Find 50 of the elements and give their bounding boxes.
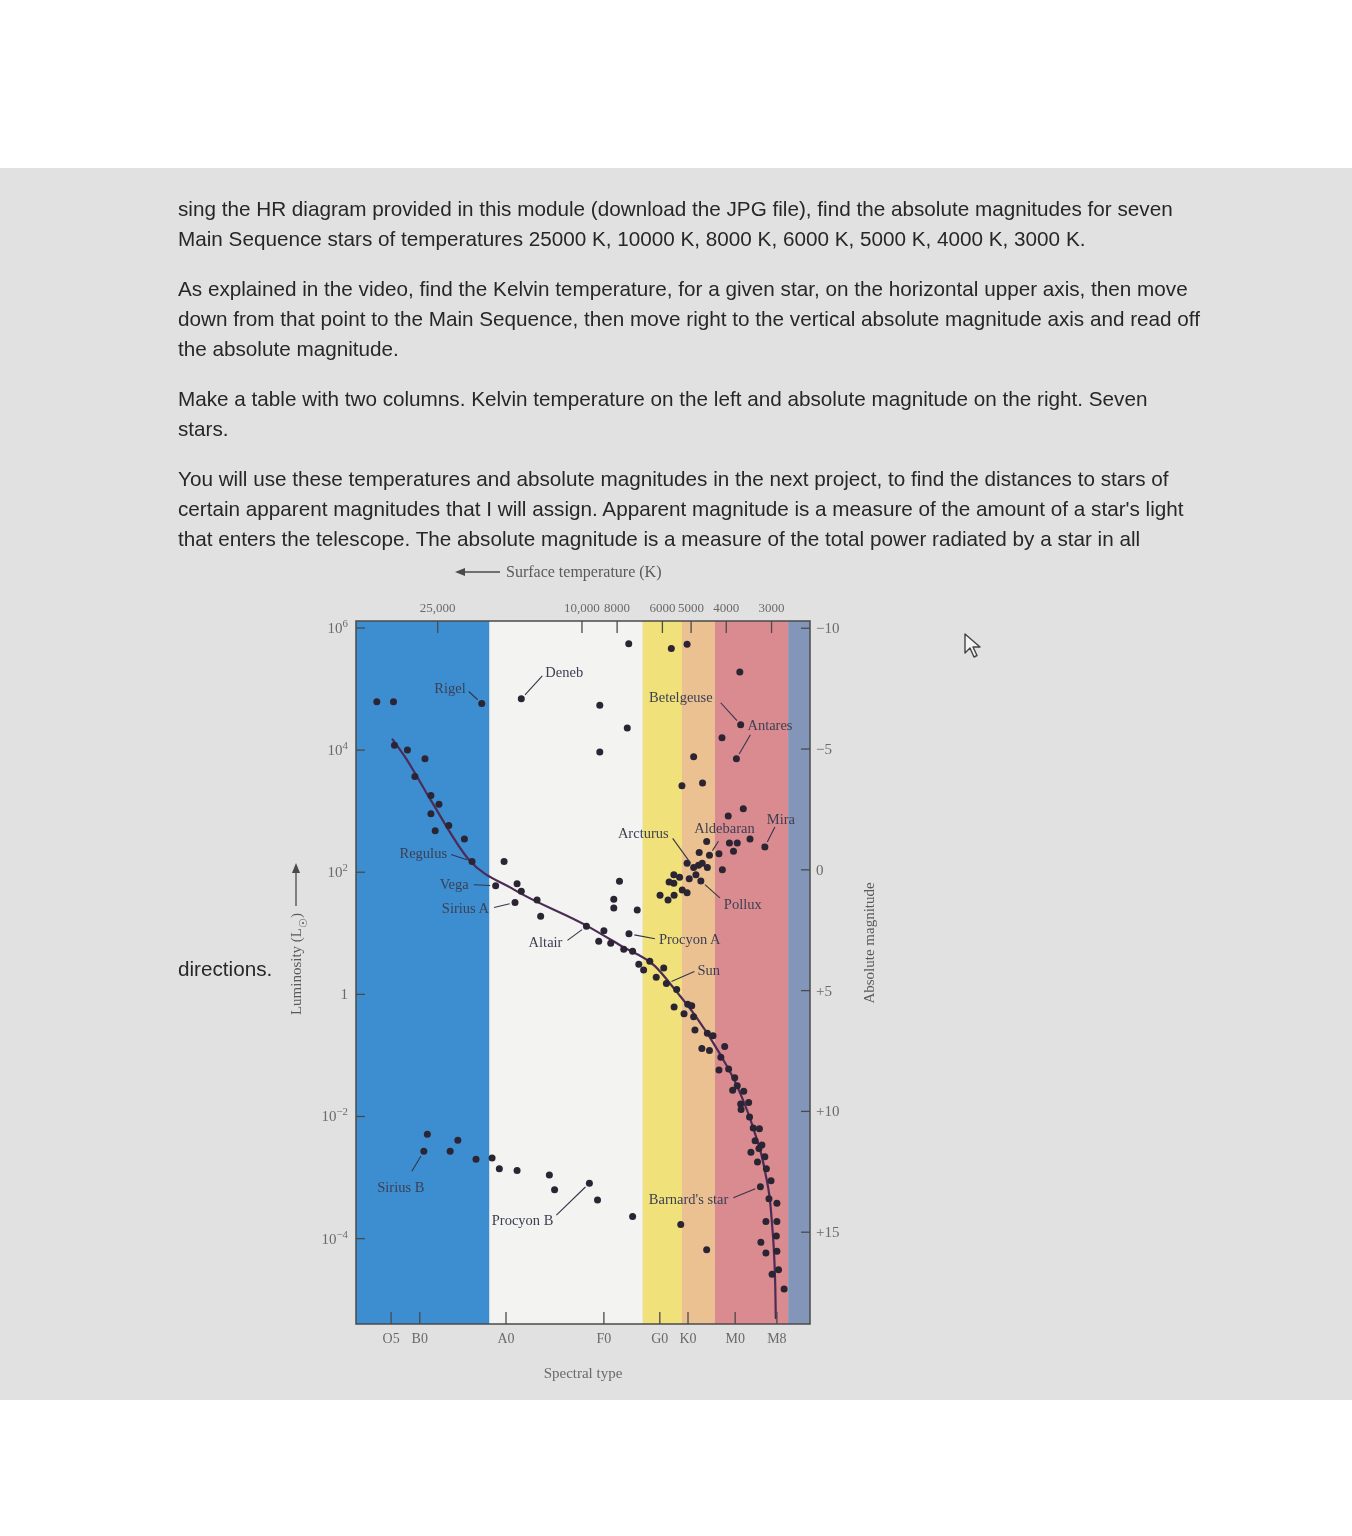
- annotation: Pollux: [723, 895, 763, 912]
- x2-axis-title: Spectral type: [543, 1365, 623, 1381]
- annotation: Aldebaran: [694, 820, 756, 837]
- y2-tick-label: −10: [816, 620, 840, 637]
- y2-tick-label: −5: [816, 741, 833, 758]
- annotation: Arcturus: [617, 825, 670, 842]
- y-tick-label: 10$^{−2}$: [321, 1105, 349, 1125]
- annotation: Sirius A: [441, 900, 490, 917]
- annotation: Procyon B: [491, 1212, 554, 1229]
- text: Make a table with two columns. Kelvin temperature on the left and absolute magnitude on the right. Seven stars.: [178, 386, 1149, 442]
- annotation: Barnard's star: [648, 1190, 729, 1207]
- x-tick-label: 8000: [604, 600, 631, 615]
- text: K0: [679, 1331, 697, 1346]
- text: F0: [596, 1331, 612, 1346]
- y2-tick-label: +5: [816, 982, 833, 999]
- text: sing the HR diagram provided in this module (download the JPG file), find the absolute magnitudes for seven Main Sequence stars of temperatures 25000 K, 10000 K, 8000 K, 6000 K, 5000 K, 4000 K, 3000 K.: [178, 196, 1174, 252]
- annotation: Procyon A: [659, 930, 722, 947]
- x-tick-label: 25,000: [419, 600, 456, 615]
- annotation: Antares: [747, 716, 793, 733]
- text: O5: [382, 1331, 400, 1346]
- annotation: Deneb: [545, 663, 584, 680]
- x-axis-title: Surface temperature (K): [506, 563, 662, 581]
- text: As explained in the video, find the Kelvin temperature, for a given star, on the horizontal upper axis, then move down from that point to the Main Sequence, then move right to the vertical absolute magnitude axis and read off the absolute magnitude.: [178, 276, 1201, 362]
- y-tick-label: 10$^{6}$: [327, 616, 349, 636]
- text: M0: [725, 1331, 745, 1346]
- text: A0: [497, 1331, 515, 1346]
- y-tick-label: 1: [340, 986, 349, 1003]
- text: M8: [767, 1331, 787, 1346]
- x-tick-label: 4000: [713, 600, 740, 615]
- x-tick-label: 3000: [758, 600, 785, 615]
- x-tick-label: 10,000: [564, 600, 600, 615]
- y2-tick-label: +15: [816, 1224, 840, 1241]
- y2-axis-title: Absolute magnitude: [861, 882, 878, 1004]
- annotation: Mira: [766, 810, 796, 827]
- x-tick-label: 5000: [678, 600, 705, 615]
- annotation: Sun: [697, 961, 721, 978]
- y-tick-label: 10$^{2}$: [327, 861, 349, 881]
- annotation: Sirius B: [377, 1179, 425, 1196]
- y2-tick-label: +10: [816, 1103, 840, 1120]
- annotation: Betelgeuse: [649, 688, 713, 705]
- annotation: Altair: [528, 934, 563, 951]
- annotation: Rigel: [434, 680, 466, 697]
- annotation: Regulus: [399, 845, 448, 862]
- y-tick-label: 10$^{−4}$: [321, 1227, 349, 1247]
- annotation: Vega: [439, 875, 470, 892]
- y-tick-label: 10$^{4}$: [327, 739, 349, 759]
- x-tick-label: 6000: [649, 600, 676, 615]
- text: G0: [651, 1331, 669, 1346]
- y2-tick-label: 0: [816, 861, 824, 878]
- text: B0: [411, 1331, 429, 1346]
